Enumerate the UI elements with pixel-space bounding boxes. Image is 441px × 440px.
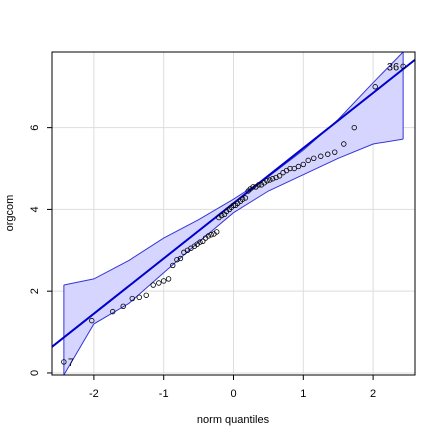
data-point	[160, 278, 167, 284]
data-point	[269, 176, 276, 182]
y-tick-label: 0	[29, 370, 41, 376]
data-point	[136, 294, 142, 301]
data-point	[218, 212, 225, 219]
y-axis: 0 2 4 6	[29, 125, 53, 376]
data-point	[230, 202, 237, 209]
point-label: 36	[387, 61, 399, 73]
data-point	[400, 63, 406, 70]
x-tick-label: -2	[89, 388, 99, 400]
data-point	[156, 280, 162, 286]
point-label: 7	[68, 357, 74, 369]
x-tick-label: 1	[300, 388, 306, 400]
data-point	[264, 178, 270, 184]
data-point	[255, 182, 262, 188]
y-tick-label: 2	[29, 288, 41, 294]
x-axis: -2 -1 0 1 2	[89, 374, 376, 400]
data-point	[61, 359, 67, 365]
data-point	[239, 196, 246, 202]
data-point	[311, 155, 317, 162]
data-point	[110, 308, 116, 315]
data-point	[372, 84, 378, 90]
data-point	[214, 229, 220, 235]
data-point	[276, 173, 283, 179]
data-point	[300, 161, 307, 168]
data-point	[287, 165, 293, 172]
data-point	[165, 276, 172, 282]
x-tick-label: 0	[230, 388, 236, 400]
x-axis-title: norm quantiles	[197, 414, 270, 426]
data-point	[200, 238, 206, 245]
x-tick-label: -1	[159, 388, 169, 400]
y-axis-title: orgcom	[4, 195, 16, 232]
y-tick-label: 4	[29, 206, 41, 212]
data-point	[170, 262, 176, 269]
data-point	[332, 149, 338, 155]
data-point	[295, 163, 302, 170]
data-point	[291, 165, 297, 172]
envelope-upper-line	[63, 52, 404, 286]
data-point	[197, 239, 203, 245]
data-point	[143, 292, 149, 298]
data-point	[89, 317, 95, 324]
data-points	[61, 63, 406, 365]
data-point	[129, 295, 135, 302]
data-point	[177, 255, 184, 262]
data-point	[120, 303, 126, 310]
data-point	[318, 153, 324, 159]
data-point	[208, 232, 214, 238]
x-tick-label: 2	[370, 388, 376, 400]
point-labels: 7 36	[68, 61, 399, 369]
data-point	[305, 157, 311, 164]
data-point	[267, 177, 273, 183]
data-point	[205, 233, 212, 239]
data-point	[341, 141, 347, 147]
data-point	[174, 257, 180, 263]
data-point	[242, 195, 249, 201]
y-tick-label: 6	[29, 125, 41, 131]
data-point	[351, 124, 357, 131]
envelope-lower-line	[63, 138, 404, 375]
data-point	[150, 282, 156, 288]
data-point	[250, 184, 256, 190]
data-point	[325, 151, 331, 157]
grid-lines	[52, 52, 415, 375]
